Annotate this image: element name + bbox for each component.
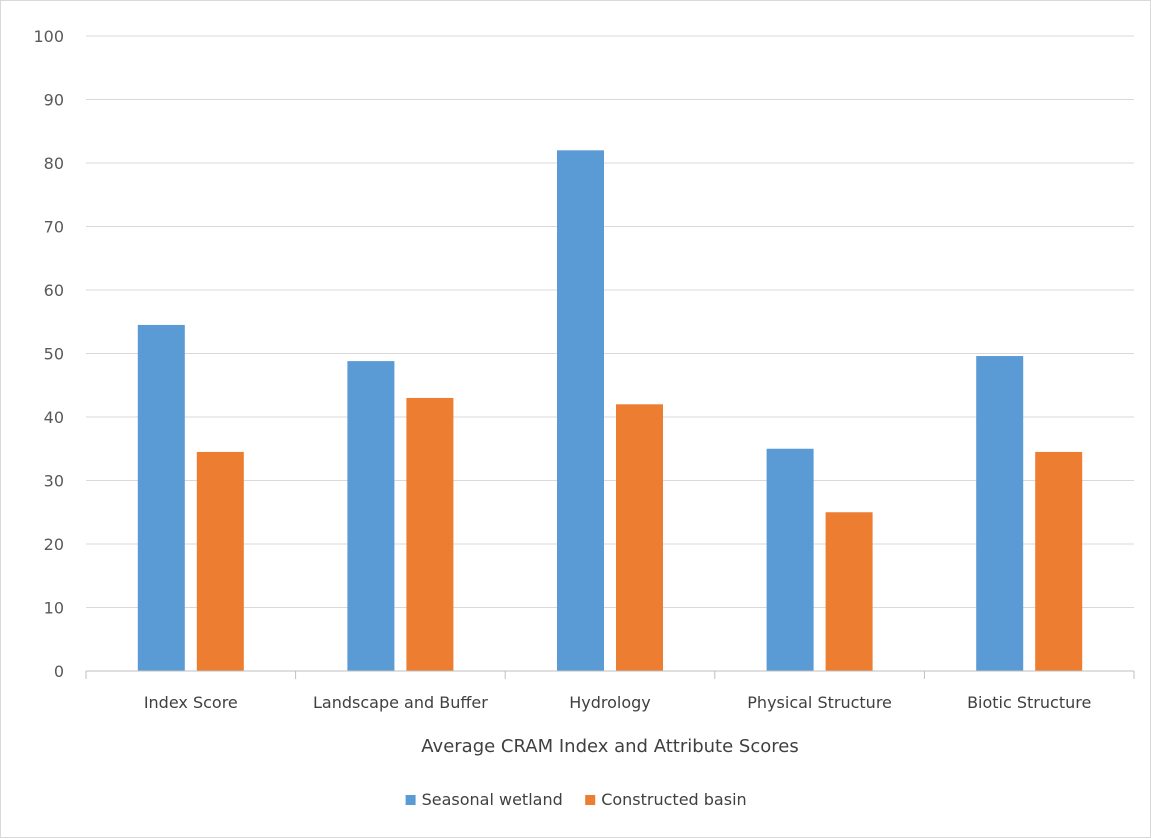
bar-seasonal-wetland bbox=[766, 448, 814, 671]
y-tick-label: 70 bbox=[44, 218, 64, 237]
bar-constructed-basin bbox=[406, 397, 454, 671]
x-axis: Index Score Landscape and Buffer Hydrology… bbox=[85, 670, 1135, 712]
y-tick-label: 90 bbox=[44, 91, 64, 110]
y-tick-label: 50 bbox=[44, 345, 64, 364]
x-category-label: Index Score bbox=[144, 693, 238, 712]
bar-constructed-basin bbox=[616, 404, 663, 671]
bar-seasonal-wetland bbox=[137, 324, 185, 671]
x-axis-title: Average CRAM Index and Attribute Scores bbox=[421, 736, 798, 757]
gridlines bbox=[86, 35, 1134, 608]
bar-constructed-basin bbox=[1035, 451, 1083, 671]
x-category-label: Hydrology bbox=[569, 693, 651, 712]
y-tick-label: 20 bbox=[44, 535, 64, 554]
x-category-label: Biotic Structure bbox=[967, 693, 1091, 712]
bar-constructed-basin bbox=[196, 451, 244, 671]
bar-seasonal-wetland bbox=[557, 150, 604, 672]
legend: Seasonal wetland Constructed basin bbox=[405, 790, 747, 809]
legend-label: Constructed basin bbox=[601, 790, 746, 809]
bars bbox=[137, 150, 1083, 672]
y-tick-label: 60 bbox=[44, 281, 64, 300]
x-category-label: Landscape and Buffer bbox=[313, 693, 488, 712]
y-tick-label: 100 bbox=[33, 27, 64, 46]
y-tick-label: 30 bbox=[44, 472, 64, 491]
bar-seasonal-wetland bbox=[976, 356, 1024, 671]
y-axis-ticks: 0 10 20 30 40 50 60 70 80 90 100 bbox=[33, 27, 64, 681]
y-tick-label: 40 bbox=[44, 408, 64, 427]
legend-swatch bbox=[585, 795, 596, 805]
legend-label: Seasonal wetland bbox=[422, 790, 563, 809]
bar-seasonal-wetland bbox=[347, 361, 395, 671]
y-tick-label: 10 bbox=[44, 599, 64, 618]
x-category-label: Physical Structure bbox=[747, 693, 892, 712]
y-tick-label: 80 bbox=[44, 154, 64, 173]
bar-constructed-basin bbox=[825, 512, 873, 671]
y-tick-label: 0 bbox=[54, 662, 64, 681]
legend-swatch bbox=[405, 795, 416, 805]
